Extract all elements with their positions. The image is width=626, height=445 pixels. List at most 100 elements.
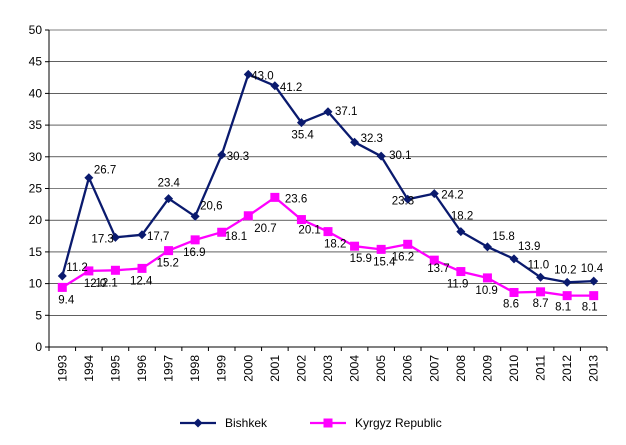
x-tick-label: 2007 [427,355,441,382]
data-point-bishkek [482,242,492,252]
x-tick-label: 2009 [480,355,494,382]
data-label: 11.9 [447,279,469,291]
x-tick-label: 2006 [401,355,415,382]
data-label: 37.1 [335,106,357,118]
legend-label-bishkek: Bishkek [225,416,268,430]
data-point-bishkek [137,230,147,240]
data-label: 9.4 [58,294,75,306]
data-point-bishkek [403,194,413,204]
data-point-bishkek [509,254,519,264]
data-point-bishkek [243,69,253,79]
data-label: 32.3 [361,133,383,145]
y-tick-label: 40 [29,86,43,100]
x-tick-label: 1995 [108,355,122,382]
x-tick-label: 2008 [454,355,468,382]
data-label: 20,6 [200,200,222,212]
x-tick-label: 1998 [188,355,202,382]
data-point-kyrgyz-republic [296,215,306,225]
data-label: 15.4 [373,256,396,268]
data-point-kyrgyz-republic [270,192,280,202]
y-tick-label: 30 [29,150,43,164]
data-point-kyrgyz-republic [243,211,253,221]
data-label: 17.3 [91,233,113,245]
y-tick-label: 5 [35,308,42,322]
data-point-kyrgyz-republic [403,239,413,249]
y-tick-label: 10 [29,277,43,291]
data-label: 15.2 [157,258,179,270]
y-tick-label: 0 [35,340,42,354]
x-tick-label: 2001 [268,355,282,382]
x-tick-label: 1993 [55,355,69,382]
data-point-kyrgyz-republic [589,291,599,301]
data-point-bishkek [323,107,333,117]
data-point-kyrgyz-republic [536,287,546,297]
legend: Bishkek Kyrgyz Republic [180,416,442,430]
data-point-bishkek [296,118,306,128]
data-label: 15.8 [492,231,514,243]
data-label: 8.1 [582,302,598,314]
data-point-kyrgyz-republic [509,287,519,297]
data-point-kyrgyz-republic [84,266,94,276]
gridlines [49,29,607,316]
data-point-kyrgyz-republic [57,282,67,292]
data-point-bishkek [164,194,174,204]
y-tick-label: 25 [29,182,43,196]
data-label: 11.0 [528,259,550,271]
axes: 0 5 10 15 20 25 30 35 40 45 50 1993 1994 1995 1996 1997… [29,23,608,382]
data-label: 12.1 [95,277,117,289]
x-tick-label: 2011 [534,355,548,381]
data-label: 26.7 [94,165,116,177]
legend-marker-bishkek [193,418,203,428]
data-point-bishkek [536,272,546,282]
data-label: 11.2 [66,262,88,274]
x-tick-label: 2004 [348,355,362,382]
data-label: 15.9 [350,253,372,265]
data-label: 18.1 [225,231,247,243]
data-label: 17,7 [147,231,169,243]
data-point-kyrgyz-republic [376,244,386,254]
data-point-kyrgyz-republic [482,273,492,283]
data-label: 8.7 [533,298,549,310]
data-point-bishkek [84,173,94,183]
data-label: 8.6 [503,298,519,310]
data-point-bishkek [376,151,386,161]
y-tick-label: 45 [29,55,43,69]
data-label: 23.4 [158,178,181,190]
data-point-kyrgyz-republic [429,255,439,265]
data-label: 24.2 [441,190,463,202]
data-point-kyrgyz-republic [137,263,147,273]
data-label: 10.9 [475,285,497,297]
data-label: 8.1 [555,302,571,314]
legend-item-bishkek: Bishkek [180,416,268,430]
data-label: 30.3 [227,151,249,163]
x-tick-label: 1997 [162,355,176,382]
x-tick-label: 2012 [560,355,574,382]
data-label: 10.4 [581,263,604,275]
data-label: 12.0 [84,278,106,290]
data-point-bishkek [270,81,280,91]
data-point-kyrgyz-republic [456,267,466,277]
series-lines [57,69,599,301]
data-point-kyrgyz-republic [350,241,360,251]
data-label: 20.7 [254,223,276,235]
data-point-bishkek [217,150,227,160]
data-label: 20.1 [298,225,320,237]
data-label: 12.4 [130,275,153,287]
data-label: 30.1 [389,150,411,162]
x-tick-label: 2003 [321,355,335,382]
data-point-kyrgyz-republic [562,291,572,301]
x-tick-label: 1996 [135,355,149,382]
y-tick-label: 20 [29,213,43,227]
x-tick-label: 2002 [294,355,308,382]
data-label: 18.2 [451,211,473,223]
y-tick-label: 35 [29,118,43,132]
data-label: 43.0 [251,70,273,82]
data-label: 16.2 [392,251,414,263]
x-tick-label: 1999 [215,355,229,382]
data-label: 41.2 [280,82,302,94]
data-labels: 11.2 26.7 17.3 17,7 23.4 20,6 30.3 43.0 41.2 35.4… [58,70,603,313]
data-point-bishkek [57,271,67,281]
data-label: 13.7 [427,263,449,275]
x-tick-label: 2005 [374,355,388,382]
